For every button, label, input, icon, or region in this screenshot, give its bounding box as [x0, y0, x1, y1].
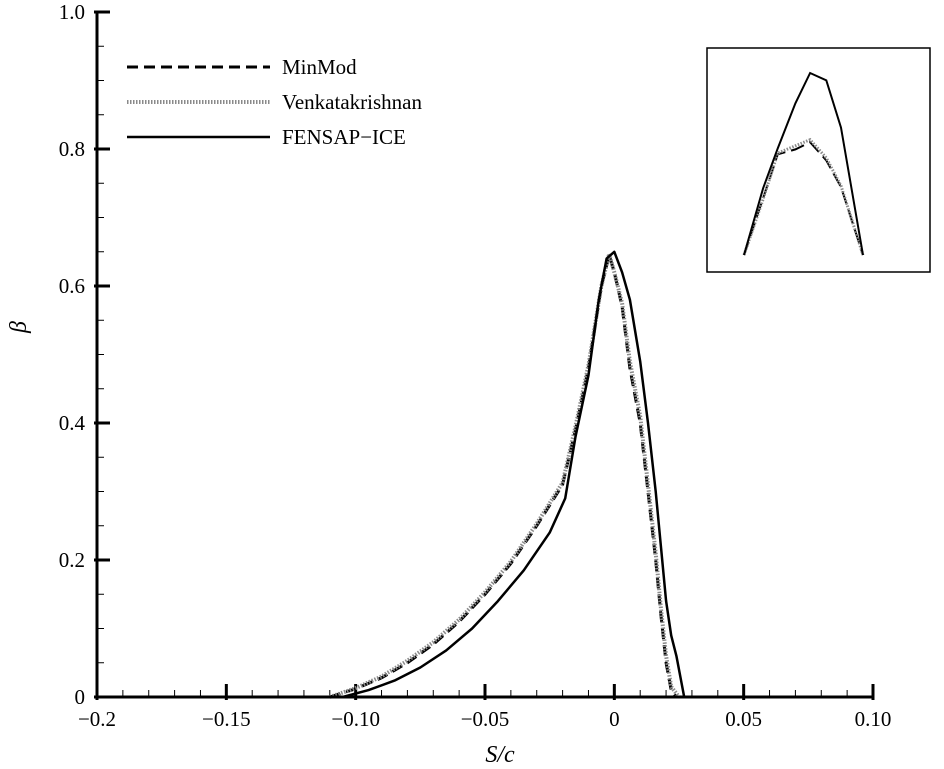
inset-line-minmod	[743, 140, 864, 256]
y-tick-label: 0.8	[59, 137, 85, 161]
inset-series	[742, 71, 865, 256]
y-tick-label: 0.2	[59, 548, 85, 572]
y-tick-label: 0.4	[59, 411, 86, 435]
legend-label: FENSAP−ICE	[282, 125, 406, 149]
x-axis-title: S/c	[485, 742, 515, 768]
series-line-fensap-ice	[342, 250, 686, 699]
y-tick-label: 0	[75, 685, 86, 709]
series-line-venkatakrishnan	[329, 251, 681, 699]
x-tick-label: −0.15	[202, 707, 251, 731]
x-tick-label: 0.05	[725, 707, 762, 731]
y-tick-label: 1.0	[59, 0, 85, 24]
inset-zoom	[706, 47, 931, 273]
x-tick-label: 0.10	[855, 707, 892, 731]
legend-label: Venkatakrishnan	[282, 90, 422, 114]
x-tick-label: −0.05	[461, 707, 510, 731]
x-tick-labels: −0.2 −0.15 −0.10 −0.05 0 0.05 0.10	[78, 707, 891, 731]
inset-frame	[706, 47, 931, 273]
x-tick-label: −0.2	[78, 707, 116, 731]
y-tick-label: 0.6	[59, 274, 85, 298]
y-tick-labels: 0 0.2 0.4 0.6 0.8 1.0	[59, 0, 86, 709]
inset-line-venkatakrishnan	[742, 137, 865, 256]
legend: MinMod Venkatakrishnan FENSAP−ICE	[127, 55, 422, 149]
legend-label: MinMod	[282, 55, 357, 79]
inset-line-fensap-ice	[743, 71, 864, 256]
y-axis-title: β	[6, 321, 32, 334]
x-tick-label: 0	[609, 707, 620, 731]
series-layer	[329, 250, 686, 699]
x-tick-label: −0.10	[331, 707, 380, 731]
